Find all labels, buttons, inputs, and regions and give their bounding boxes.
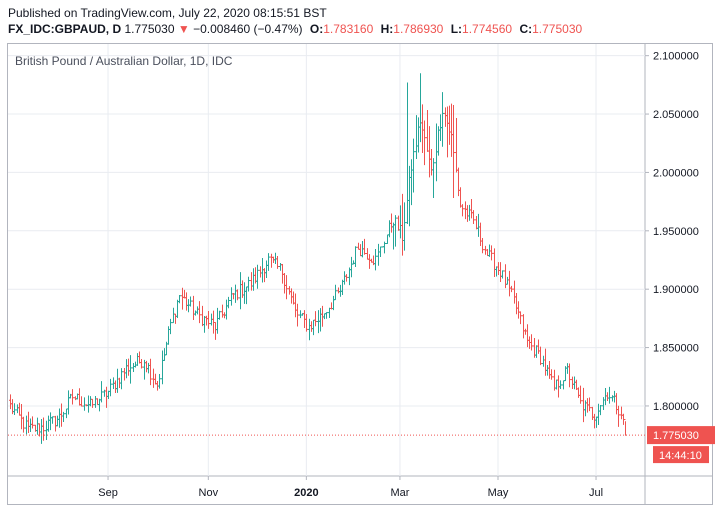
close-value: 1.775030 xyxy=(532,22,583,36)
price-change: −0.008460 (−0.47%) xyxy=(193,22,303,36)
open-value: 1.783160 xyxy=(323,22,374,36)
down-arrow-icon: ▼ xyxy=(177,22,190,36)
x-tick-label: Mar xyxy=(390,487,409,499)
quote-line: FX_IDC:GBPAUD, D 1.775030 ▼ −0.008460 (−… xyxy=(8,22,582,36)
open-label: O: xyxy=(309,22,324,36)
published-note: Published on TradingView.com, July 22, 2… xyxy=(8,6,327,20)
countdown-badge xyxy=(653,446,709,464)
y-tick-label: 1.950000 xyxy=(653,226,699,238)
last-price-label: 1.775030 xyxy=(653,430,699,442)
symbol-label: FX_IDC:GBPAUD, D xyxy=(8,22,122,36)
countdown-label: 14:44:10 xyxy=(659,450,702,462)
low-label: L: xyxy=(450,22,463,36)
y-tick-label: 2.000000 xyxy=(653,167,699,179)
y-tick-label: 2.050000 xyxy=(653,109,699,121)
last-price-badge xyxy=(647,426,715,445)
x-tick-label: 2020 xyxy=(294,487,318,499)
high-value: 1.786930 xyxy=(393,22,444,36)
low-value: 1.774560 xyxy=(462,22,513,36)
last-price: 1.775030 xyxy=(124,22,175,36)
x-tick-label: May xyxy=(488,487,509,499)
close-label: C: xyxy=(519,22,533,36)
ohlc-bars xyxy=(9,73,627,444)
x-tick-label: Sep xyxy=(98,487,118,499)
y-tick-label: 2.100000 xyxy=(653,51,699,63)
chart-frame[interactable] xyxy=(7,43,713,505)
high-label: H: xyxy=(380,22,394,36)
y-tick-label: 1.850000 xyxy=(653,343,699,355)
y-tick-label: 1.900000 xyxy=(653,284,699,296)
x-tick-label: Nov xyxy=(199,487,219,499)
y-tick-label: 1.800000 xyxy=(653,401,699,413)
chart-title: British Pound / Australian Dollar, 1D, I… xyxy=(15,54,233,68)
x-tick-label: Jul xyxy=(589,487,603,499)
